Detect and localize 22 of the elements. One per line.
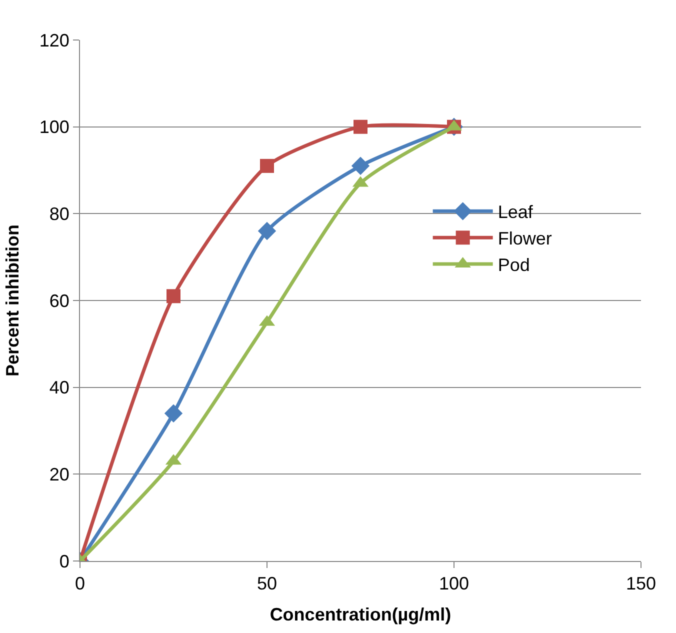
legend-label: Pod [498, 255, 530, 275]
point [164, 404, 183, 422]
point [354, 120, 368, 134]
legend-label: Flower [498, 228, 552, 249]
y-tick-label: 60 [49, 290, 70, 311]
x-tick-label: 150 [626, 574, 656, 594]
x-tick-label: 0 [74, 574, 86, 594]
y-tick-label: 80 [49, 204, 70, 224]
point [166, 289, 180, 304]
y-tick-label: 20 [49, 464, 70, 484]
y-tick-label: 40 [49, 378, 70, 398]
y-tick-label: 100 [39, 117, 70, 138]
x-tick-label: 50 [256, 574, 278, 594]
y-tick-label: 120 [39, 30, 70, 50]
x-tick-label: 100 [438, 574, 470, 594]
y-tick-label: 0 [59, 551, 70, 572]
legend-label: Leaf [498, 202, 534, 222]
point [260, 158, 274, 173]
point [351, 156, 370, 176]
point [258, 222, 276, 240]
x-axis-title: Concentration(µg/ml) [270, 604, 452, 625]
y-axis-title: Percent inhibition [2, 224, 23, 377]
